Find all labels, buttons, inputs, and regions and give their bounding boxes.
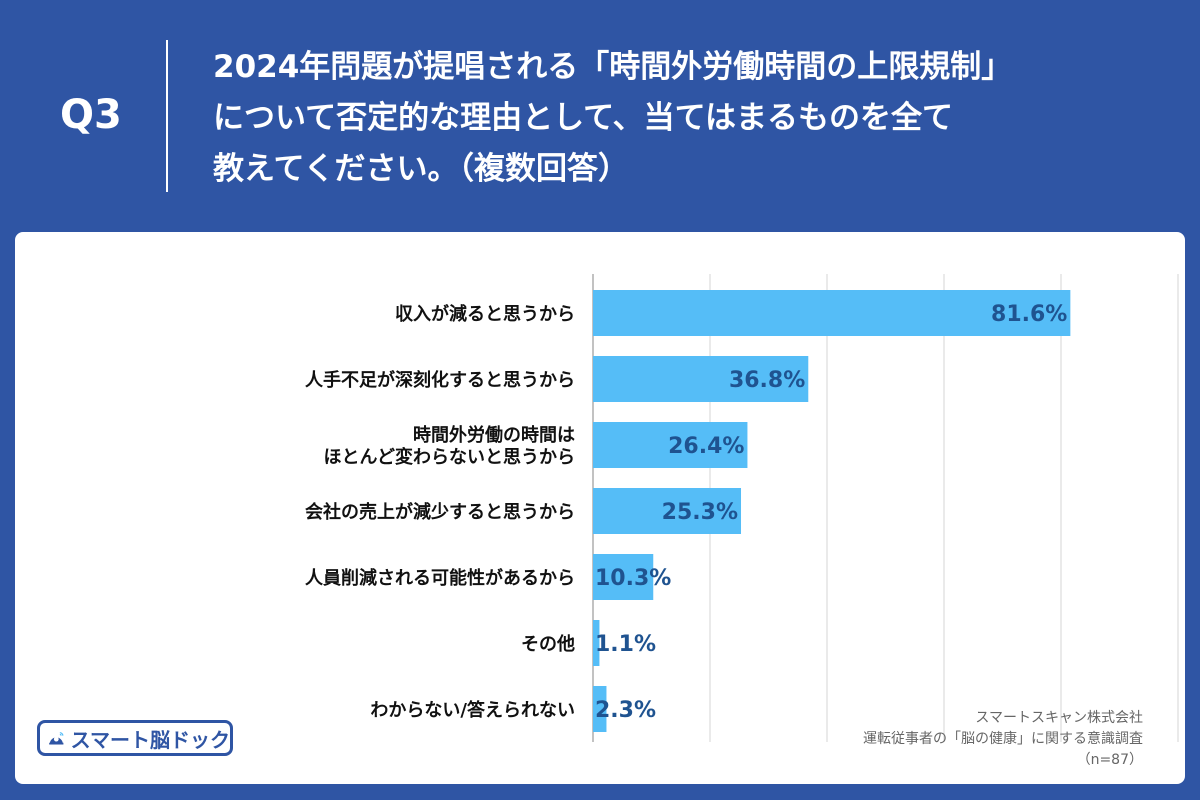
category-label: ほとんど変わらないと思うから xyxy=(324,446,575,468)
source-survey: 運転従事者の「脳の健康」に関する意識調査 xyxy=(863,731,1143,747)
value-label: 26.4% xyxy=(668,434,744,459)
question-line-3: 教えてください。（複数回答） xyxy=(213,151,630,187)
bar xyxy=(593,422,748,468)
bar xyxy=(593,488,742,534)
header-divider xyxy=(166,40,168,192)
value-label: 2.3% xyxy=(595,698,656,723)
category-label: その他 xyxy=(521,633,575,655)
category-label: 人手不足が深刻化すると思うから xyxy=(305,369,575,391)
chart-panel: 81.6% 収入が減ると思うから 36.8% 人手不足が深刻化すると思うから 26.4%… xyxy=(15,232,1185,784)
logo-text: スマート脳ドック xyxy=(70,727,230,752)
scanner-icon xyxy=(49,732,64,745)
value-label: 25.3% xyxy=(662,500,738,525)
bar xyxy=(593,356,809,402)
brand-logo: スマート脳ドック xyxy=(37,720,233,756)
question-number: Q3 xyxy=(60,92,122,138)
bar xyxy=(593,554,654,600)
source-note: スマートスキャン株式会社 運転従事者の「脳の健康」に関する意識調査 （n=87） xyxy=(863,708,1143,771)
bar-chart: 81.6% 収入が減ると思うから 36.8% 人手不足が深刻化すると思うから 26.4%… xyxy=(305,274,1179,742)
category-label: 時間外労働の時間は xyxy=(413,424,575,446)
value-label: 1.1% xyxy=(595,632,656,657)
category-label: わからない/答えられない xyxy=(370,699,575,721)
bar xyxy=(593,620,600,666)
value-label: 81.6% xyxy=(991,302,1067,327)
source-company: スマートスキャン株式会社 xyxy=(975,710,1143,726)
category-label: 会社の売上が減少すると思うから xyxy=(305,501,575,523)
question-line-2: について否定的な理由として、当てはまるものを全て xyxy=(213,100,953,136)
value-label: 10.3% xyxy=(595,566,671,591)
value-label: 36.8% xyxy=(729,368,805,393)
category-label: 収入が減ると思うから xyxy=(395,303,575,325)
category-label: 人員削減される可能性があるから xyxy=(305,567,575,589)
sample-size: （n=87） xyxy=(1076,752,1143,768)
question-text: 2024年問題が提唱される「時間外労働時間の上限規制」 について否定的な理由とし… xyxy=(213,42,1173,195)
question-line-1: 2024年問題が提唱される「時間外労働時間の上限規制」 xyxy=(213,49,1013,85)
bar xyxy=(593,686,607,732)
bar xyxy=(593,290,1071,336)
